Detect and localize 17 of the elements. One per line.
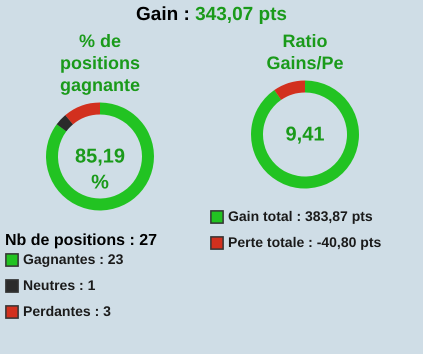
donut-slice [251, 80, 359, 188]
legend-label: Perdantes : 3 [23, 303, 112, 319]
legend-label: Gagnantes : 23 [23, 251, 124, 267]
legend-label: Neutres : 1 [23, 277, 96, 293]
text: 85,19 % [74, 146, 126, 194]
donut-slice [46, 102, 154, 210]
chart-title: % de positions gagnante [60, 31, 140, 95]
legend-label: Gain total : 383,87 pts [228, 208, 373, 224]
text: Gain : [136, 4, 191, 25]
donut-slice [65, 102, 100, 124]
legend-label: Perte totale : -40,80 pts [228, 234, 382, 250]
text: 9,41 [286, 124, 324, 146]
legend-title: Nb de positions : 27 [5, 232, 158, 249]
donut-slice [56, 115, 74, 132]
chart-title: Ratio Gains/Pe [266, 31, 344, 73]
donut-slice [274, 80, 305, 100]
text: 343,07 pts [195, 4, 288, 25]
